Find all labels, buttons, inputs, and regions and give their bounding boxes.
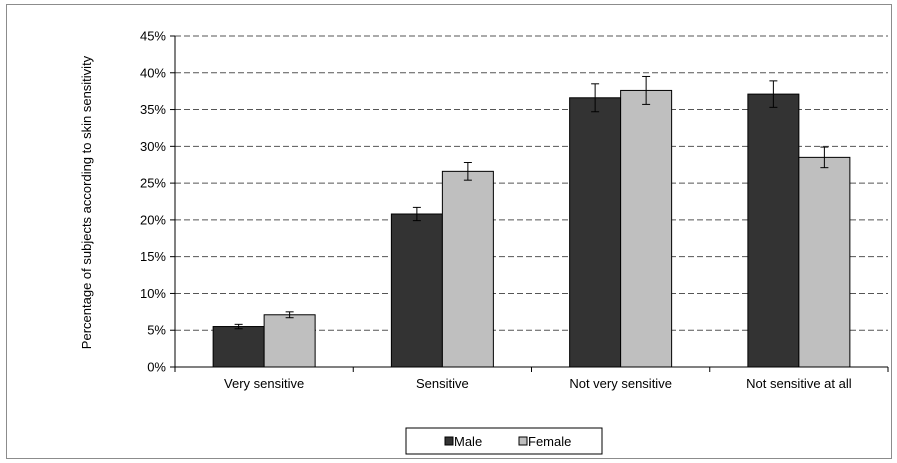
y-tick-label: 10% (140, 286, 166, 301)
x-tick-label: Very sensitive (224, 376, 304, 391)
bar-male-1 (390, 213, 443, 368)
y-axis-label: Percentage of subjects according to skin… (79, 55, 94, 349)
legend: Male Female (405, 427, 603, 455)
bar-female-1 (441, 170, 494, 368)
bar-female-2 (620, 89, 673, 368)
bar-female-3 (798, 156, 851, 368)
y-tick-label: 40% (140, 65, 166, 80)
legend-box (405, 427, 603, 455)
x-tick-labels: Very sensitive Sensitive Not very sensitiv… (224, 376, 852, 391)
bar-male-2 (569, 97, 622, 368)
bars (212, 75, 851, 368)
legend-swatch-male (444, 436, 454, 446)
y-tick-label: 25% (140, 176, 166, 191)
bar-female-0 (263, 314, 316, 368)
legend-swatch-female (518, 436, 528, 446)
legend-label-male: Male (454, 434, 482, 449)
y-tick-label: 5% (147, 323, 166, 338)
bar-male-3 (747, 93, 800, 368)
axes (170, 35, 889, 372)
y-tick-label: 0% (147, 360, 166, 375)
y-tick-label: 20% (140, 212, 166, 227)
y-tick-label: 30% (140, 139, 166, 154)
bar-male-0 (212, 326, 265, 368)
y-tick-label: 45% (140, 29, 166, 44)
y-tick-labels: 0% 5% 10% 15% 20% 25% 30% 35% 40% 45% (140, 29, 166, 375)
legend-label-female: Female (528, 434, 571, 449)
y-tick-label: 15% (140, 249, 166, 264)
x-tick-label: Not sensitive at all (746, 376, 852, 391)
x-tick-label: Not very sensitive (569, 376, 672, 391)
x-tick-label: Sensitive (416, 376, 469, 391)
y-tick-label: 35% (140, 102, 166, 117)
